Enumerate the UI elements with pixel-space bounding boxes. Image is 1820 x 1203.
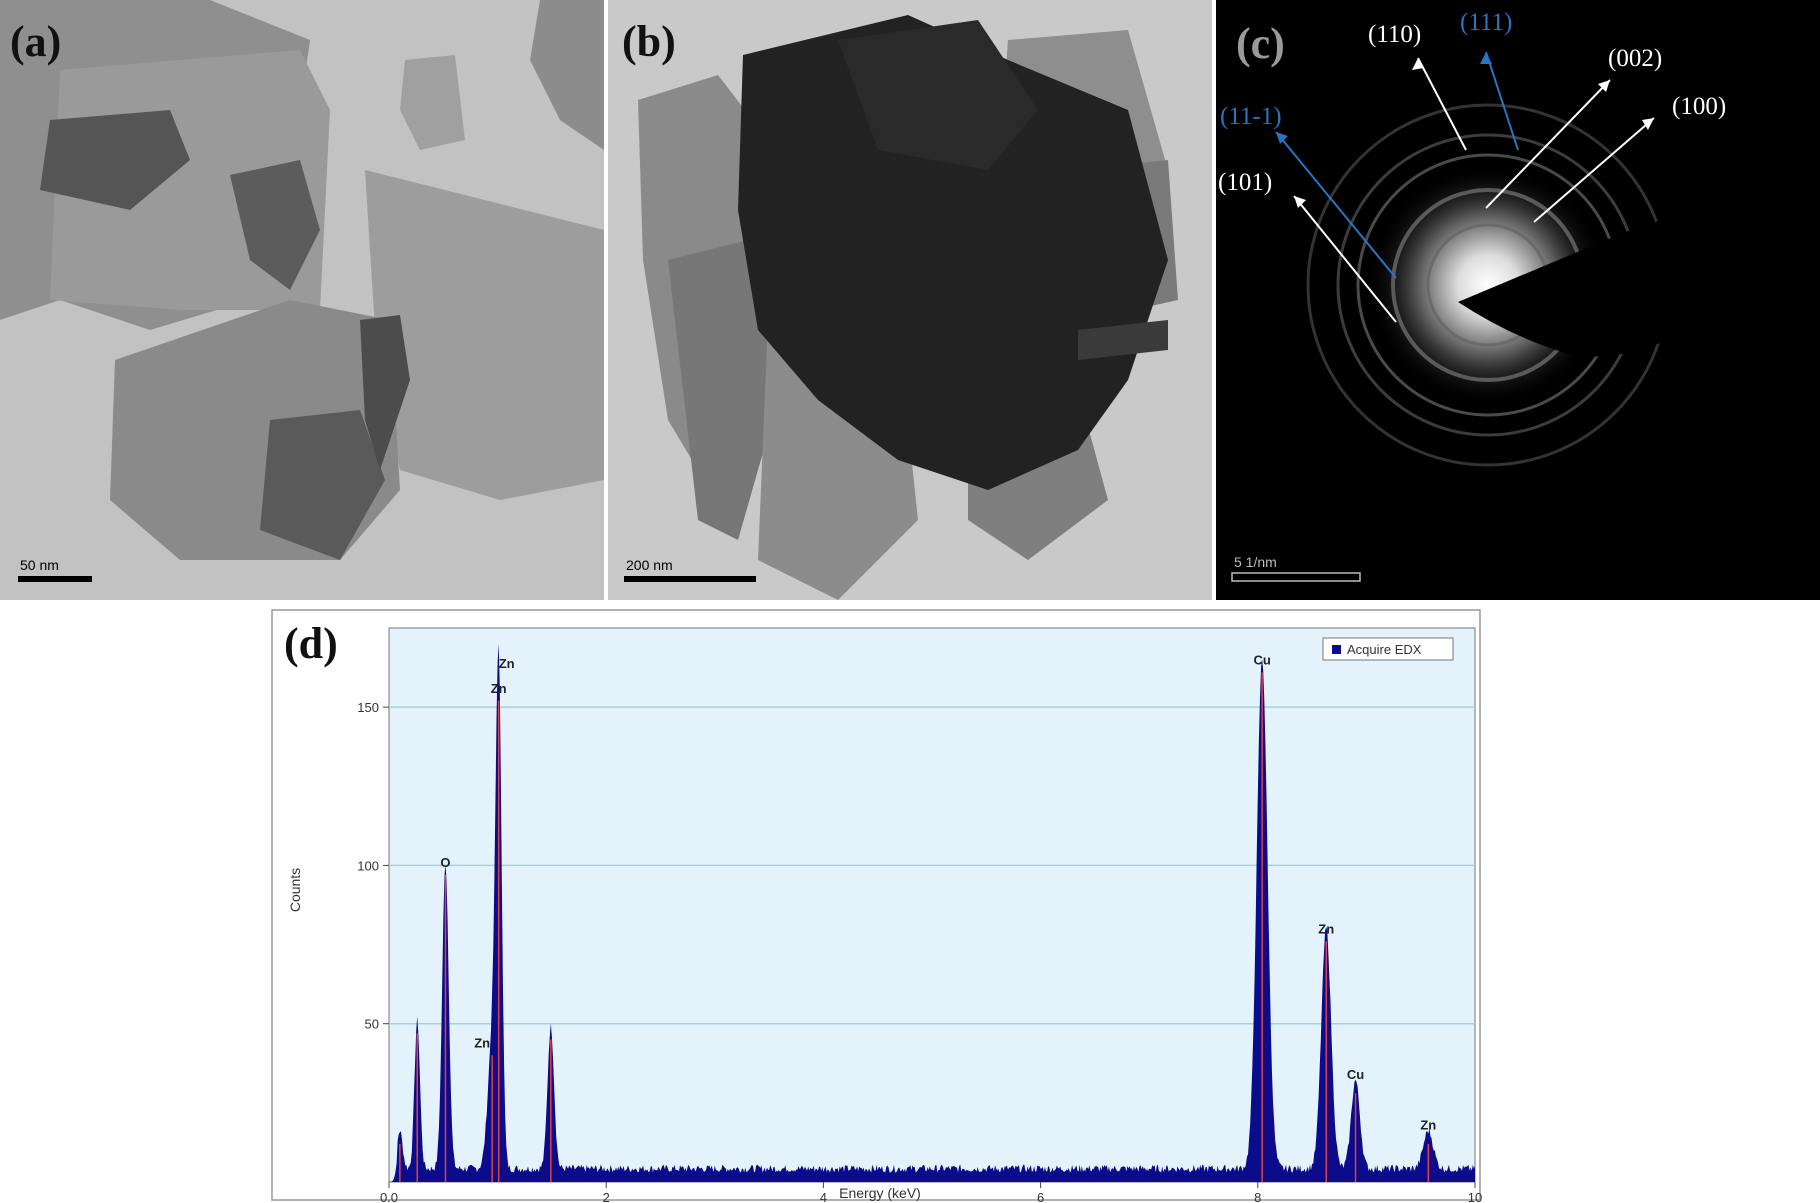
x-tick-label-3: 6: [1037, 1190, 1044, 1202]
saed-pattern: [1216, 0, 1820, 600]
ring-label-110: (110): [1368, 21, 1422, 48]
peak-label-5: Zn: [1318, 921, 1334, 936]
edx-chart: O Zn Zn Zn Cu Zn Cu Zn 0.0 2 4 6 8 10 50 100 150 Acqui…: [271, 609, 1482, 1202]
ring-label-100: (100): [1672, 93, 1727, 120]
peak-label-0: O: [440, 855, 450, 870]
spectrum-fill: [389, 643, 1475, 1182]
scale-bar-label-a: 50 nm: [20, 557, 59, 573]
ring-label-002: (002): [1608, 45, 1663, 72]
legend: Acquire EDX: [1322, 637, 1454, 661]
x-tick-label-4: 8: [1254, 1190, 1261, 1202]
x-tick-label-1: 2: [603, 1190, 610, 1202]
panel-label-b: (b): [622, 17, 676, 66]
tem-image-panel-b: (b) 200 nm: [608, 0, 1212, 600]
peak-labels: O Zn Zn Zn Cu Zn Cu Zn: [440, 652, 1436, 1132]
plot-area: [388, 627, 1476, 1183]
gridlines: [389, 706, 1475, 1025]
peak-markers: [399, 672, 1430, 1182]
tem-image-b: [608, 0, 1212, 600]
x-tick-label-5: 10: [1468, 1190, 1482, 1202]
scale-bar-label-b: 200 nm: [626, 557, 673, 573]
x-tick-label-2: 4: [820, 1190, 827, 1202]
peak-label-2: Zn: [491, 681, 507, 696]
x-tick-label-0: 0.0: [380, 1190, 398, 1202]
ring-label-111: (111): [1460, 9, 1513, 36]
tem-image-a: [0, 0, 604, 600]
scale-bar-a: [18, 576, 92, 582]
legend-swatch: [1332, 645, 1341, 654]
ring-label-11-1: (11-1): [1220, 103, 1282, 130]
y-tick-label-0: 50: [365, 1017, 379, 1032]
tem-image-panel-a: (a) 50 nm: [0, 0, 604, 600]
y-tick-label-1: 100: [357, 858, 379, 873]
x-axis-label: Energy (keV): [839, 1185, 921, 1201]
saed-pattern-panel-c: (c) 5 1/nm (110) (111) (002) (100) (11-1…: [1216, 0, 1820, 600]
x-axis-ticks: 0.0 2 4 6 8 10: [380, 1182, 1482, 1202]
peak-label-4: Cu: [1253, 652, 1270, 667]
ring-label-101: (101): [1218, 169, 1273, 196]
panel-label-a: (a): [10, 17, 62, 66]
peak-label-7: Zn: [1420, 1118, 1436, 1133]
y-tick-label-2: 150: [357, 700, 379, 715]
panel-label-d: (d): [284, 619, 338, 668]
edx-spectrum-panel-d: O Zn Zn Zn Cu Zn Cu Zn 0.0 2 4 6 8 10 50 100 150 Acqui…: [270, 608, 1482, 1202]
legend-label: Acquire EDX: [1347, 642, 1422, 657]
peak-label-1: Zn: [499, 656, 515, 671]
panel-label-c: (c): [1236, 19, 1285, 68]
y-axis-ticks: 50 100 150: [357, 700, 389, 1032]
scale-bar-b: [624, 576, 756, 582]
scale-bar-label-c: 5 1/nm: [1234, 554, 1277, 570]
legend-box: [1322, 637, 1454, 661]
peak-label-3: Zn: [474, 1035, 490, 1050]
y-axis-label: Counts: [287, 868, 303, 912]
peak-label-6: Cu: [1347, 1067, 1364, 1082]
